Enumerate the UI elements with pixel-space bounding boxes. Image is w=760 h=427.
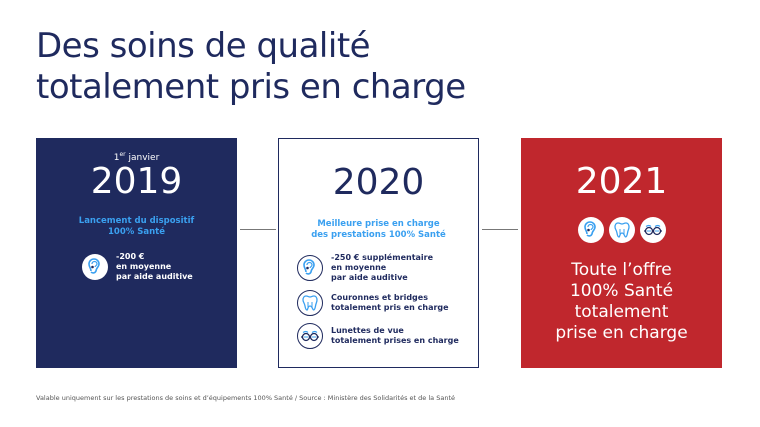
list-item: -250 € supplémentaire en moyenne par aide …	[297, 253, 433, 283]
footnote: Valable uniquement sur les prestations d…	[36, 394, 455, 402]
coverage-text: Toute l’offre 100% Santé totalement prise e…	[555, 260, 688, 343]
glasses-icon	[297, 323, 323, 349]
year-2021: 2021	[575, 161, 668, 202]
card-2021: 2021 Toute l’offre 100% Santé totalement pr…	[521, 138, 722, 368]
year-2019: 2019	[90, 161, 183, 202]
timeline-connector	[482, 229, 518, 230]
date-label: 1er janvier	[113, 151, 160, 163]
ear-icon	[297, 255, 323, 281]
icon-row	[521, 217, 722, 243]
list-item: -200 € en moyenne par aide auditive	[82, 252, 193, 282]
timeline-connector	[240, 229, 276, 230]
subtitle: Lancement du dispositif 100% Santé	[78, 216, 195, 237]
list-item: Couronnes et bridges totalement pris en c…	[297, 290, 449, 316]
tooth-icon	[608, 217, 635, 243]
year-2020: 2020	[332, 162, 425, 203]
card-2020: 2020 Meilleure prise en charge des presta…	[278, 138, 479, 368]
ear-icon	[577, 217, 604, 243]
tooth-icon	[297, 290, 323, 316]
card-2019: 1er janvier 2019 Lancement du dispositif…	[36, 138, 237, 368]
list-item: Lunettes de vue totalement prises en char…	[297, 323, 459, 349]
title-line-2: totalement pris en charge	[36, 67, 466, 107]
glasses-icon	[639, 217, 666, 243]
ear-icon	[82, 254, 108, 280]
page-title: Des soins de qualité totalement pris en c…	[36, 26, 466, 108]
subtitle: Meilleure prise en charge des prestations…	[311, 219, 446, 240]
title-line-1: Des soins de qualité	[36, 26, 371, 66]
